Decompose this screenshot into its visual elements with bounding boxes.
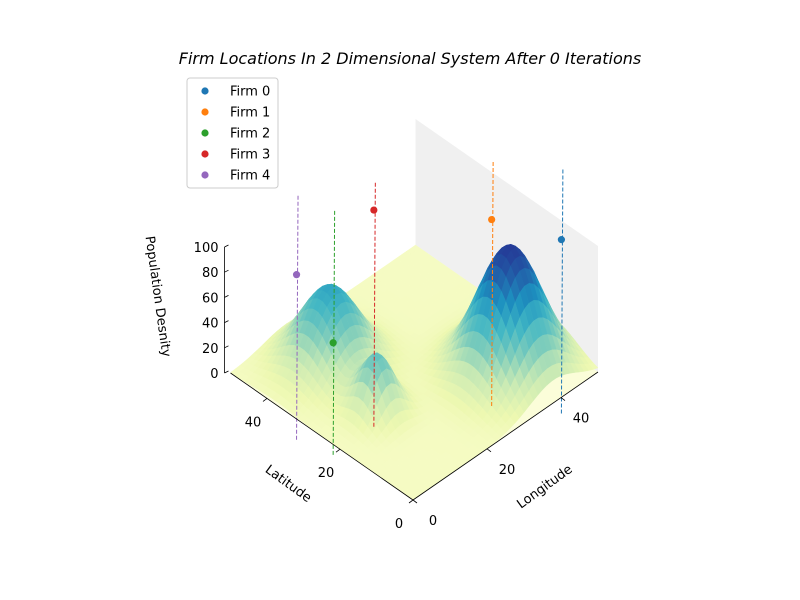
z-axis-label: Population Desnity xyxy=(142,235,174,358)
firm-marker xyxy=(370,206,378,214)
x-tick-label: 0 xyxy=(429,514,437,529)
chart-title: Firm Locations In 2 Dimensional System A… xyxy=(179,49,641,68)
population-surface xyxy=(230,244,599,501)
legend-marker xyxy=(201,108,209,116)
firm-marker xyxy=(329,339,337,347)
legend-marker xyxy=(201,171,209,179)
legend-marker xyxy=(201,87,209,95)
z-tick-label: 100 xyxy=(194,241,219,256)
x-axis-label: Longitude xyxy=(514,462,575,512)
firm-marker xyxy=(557,236,566,244)
firm-line xyxy=(296,194,299,440)
y-tick-label: 40 xyxy=(245,415,262,430)
z-tick-label: 40 xyxy=(202,317,219,332)
firm-line xyxy=(373,181,376,427)
z-tick-label: 80 xyxy=(202,266,219,281)
firm-line xyxy=(332,209,336,455)
firm-marker xyxy=(488,215,496,224)
legend-label: Firm 4 xyxy=(230,169,270,184)
y-tick-label: 0 xyxy=(395,517,403,532)
legend-label: Firm 1 xyxy=(230,106,270,121)
legend: Firm 0 Firm 1 Firm 2 Firm 3 Firm 4 xyxy=(186,77,279,189)
axes: 0 20 40 0 20 40 0 20 40 60 80 100 xyxy=(194,241,599,532)
z-tick-label: 0 xyxy=(210,367,218,382)
legend-label: Firm 2 xyxy=(230,127,270,142)
firm-marker xyxy=(292,271,301,279)
legend-box xyxy=(186,77,279,189)
legend-marker xyxy=(201,150,209,158)
firm-line xyxy=(491,160,494,407)
firm-line xyxy=(560,167,564,414)
legend-label: Firm 3 xyxy=(230,148,270,163)
z-tick-label: 60 xyxy=(202,291,219,306)
legend-marker xyxy=(201,129,209,137)
z-tick-label: 20 xyxy=(202,342,219,357)
x-tick-label: 20 xyxy=(499,463,516,478)
y-tick-label: 20 xyxy=(318,466,335,481)
x-tick-label: 40 xyxy=(573,412,590,427)
firm-markers xyxy=(292,160,566,455)
y-axis-label: Latitude xyxy=(262,462,314,506)
legend-label: Firm 0 xyxy=(230,85,270,100)
